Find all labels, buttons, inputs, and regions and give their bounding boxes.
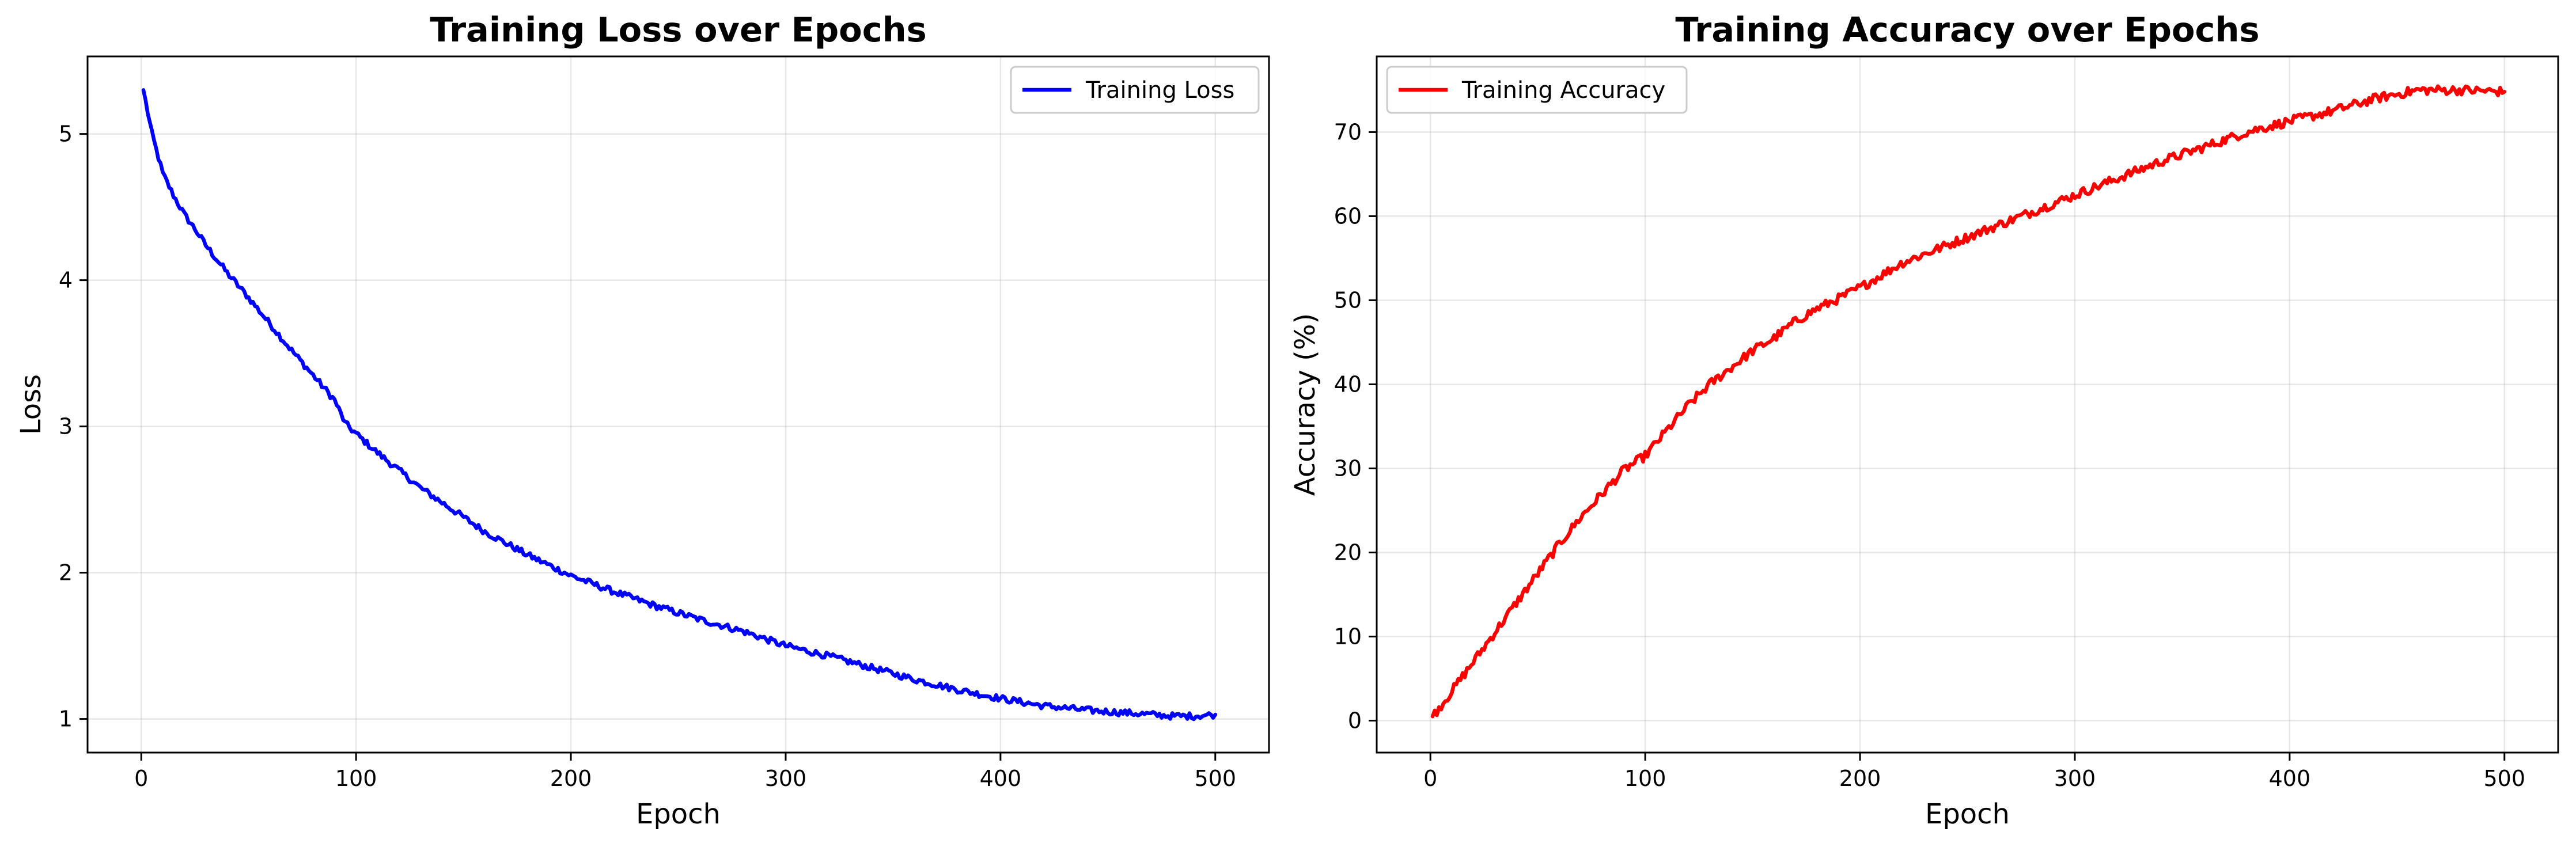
y-tick-label: 60 <box>1334 203 1362 229</box>
x-tick-label: 100 <box>335 766 377 791</box>
y-tick-label: 5 <box>59 121 73 147</box>
x-tick-label: 300 <box>2054 766 2096 791</box>
y-tick-label: 10 <box>1334 624 1362 650</box>
y-tick-label: 20 <box>1334 540 1362 565</box>
x-tick-label: 500 <box>2484 766 2526 791</box>
legend: Training Accuracy <box>1386 66 1688 114</box>
legend-label: Training Accuracy <box>1461 77 1665 104</box>
y-tick-label: 40 <box>1334 371 1362 397</box>
x-axis-label: Epoch <box>1925 798 2010 830</box>
legend: Training Loss <box>1010 66 1260 114</box>
x-tick-label: 100 <box>1624 766 1666 791</box>
y-tick-label: 1 <box>59 707 73 732</box>
series-line-0 <box>141 88 1218 721</box>
axes-frame <box>1376 55 2559 754</box>
chart-title: Training Accuracy over Epochs <box>1675 10 2259 50</box>
legend-label: Training Loss <box>1085 77 1234 104</box>
x-tick-label: 0 <box>1423 766 1437 791</box>
y-tick-label: 70 <box>1334 119 1362 145</box>
x-tick-label: 200 <box>550 766 592 791</box>
y-tick-label: 4 <box>59 268 73 293</box>
y-axis-label: Accuracy (%) <box>1289 313 1321 496</box>
x-axis-label: Epoch <box>636 798 721 830</box>
y-tick-label: 50 <box>1334 287 1362 313</box>
x-tick-label: 200 <box>1839 766 1881 791</box>
x-tick-label: 0 <box>134 766 148 791</box>
legend-box <box>1010 66 1260 114</box>
legend-box <box>1386 66 1688 114</box>
chart-title: Training Loss over Epochs <box>430 10 927 50</box>
y-tick-label: 30 <box>1334 455 1362 481</box>
x-tick-label: 500 <box>1195 766 1237 791</box>
y-tick-label: 0 <box>1348 708 1362 734</box>
chart-1: 0 100 200 300 400 500 0 10 20 30 40 50 60 70 Training … <box>1289 10 2559 830</box>
chart-0: 0 100 200 300 400 500 1 2 3 4 5 Training Loss over … <box>15 10 1270 830</box>
x-tick-label: 400 <box>2269 766 2311 791</box>
x-tick-label: 300 <box>765 766 807 791</box>
y-axis-label: Loss <box>15 374 47 435</box>
y-tick-label: 3 <box>59 414 73 439</box>
axes-frame <box>86 55 1270 754</box>
y-tick-label: 2 <box>59 560 73 586</box>
x-tick-label: 400 <box>980 766 1022 791</box>
series-line-0 <box>1430 84 2507 719</box>
